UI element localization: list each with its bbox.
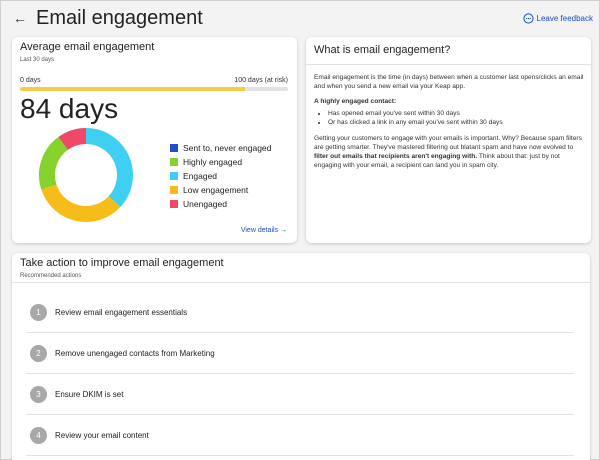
what-is-engagement-card: What is email engagement? Email engageme…	[306, 37, 591, 243]
donut-slice-low-engagement	[41, 184, 121, 222]
legend-item: Engaged	[170, 169, 271, 183]
progress-max-label: 100 days (at risk)	[234, 77, 288, 84]
take-action-divider	[12, 282, 590, 283]
donut-slice-unengaged	[58, 128, 87, 151]
legend-item: Sent to, never engaged	[170, 141, 271, 155]
legend-label: Engaged	[183, 171, 218, 181]
progress-min-label: 0 days	[20, 77, 41, 84]
average-engagement-subtitle: Last 30 days	[20, 57, 55, 63]
average-engagement-title: Average email engagement	[20, 41, 155, 53]
legend-label: Unengaged	[183, 199, 227, 209]
what-paragraph-2-start: Getting your customers to engage with yo…	[314, 135, 582, 151]
action-label: Ensure DKIM is set	[55, 390, 124, 399]
action-label: Remove unengaged contacts from Marketing	[55, 349, 215, 358]
donut-slice-engaged	[85, 128, 133, 208]
what-card-divider	[306, 64, 591, 65]
action-label: Review email engagement essentials	[55, 308, 188, 317]
average-engagement-value: 84 days	[20, 93, 119, 124]
legend-swatch	[170, 172, 178, 180]
what-is-engagement-title: What is email engagement?	[314, 44, 451, 56]
take-action-subtitle: Recommended actions	[20, 273, 82, 279]
leave-feedback-label: Leave feedback	[536, 14, 594, 23]
donut-slice-highly-engaged	[39, 136, 69, 190]
progress-range-labels: 0 days 100 days (at risk)	[20, 77, 288, 84]
action-number-badge: 3	[30, 386, 47, 403]
action-number-badge: 1	[30, 304, 47, 321]
highly-engaged-heading: A highly engaged contact:	[314, 98, 397, 105]
take-action-title: Take action to improve email engagement	[20, 257, 224, 269]
average-engagement-card: Average email engagement Last 30 days 0 …	[12, 37, 297, 243]
page-title: Email engagement	[36, 7, 203, 29]
legend-label: Low engagement	[183, 185, 249, 195]
action-row-3[interactable]: 3 Ensure DKIM is set	[26, 375, 574, 415]
leave-feedback-link[interactable]: Leave feedback	[522, 13, 594, 24]
engagement-progress-fill	[20, 87, 246, 91]
feedback-chat-icon	[522, 13, 534, 24]
list-item: Has opened email you've sent within 30 d…	[328, 109, 586, 118]
legend-label: Highly engaged	[183, 157, 243, 167]
legend-label: Sent to, never engaged	[183, 143, 272, 153]
legend-swatch	[170, 144, 178, 152]
legend-swatch	[170, 186, 178, 194]
back-arrow-icon[interactable]: ←	[13, 10, 27, 26]
action-row-2[interactable]: 2 Remove unengaged contacts from Marketi…	[26, 334, 574, 374]
action-number-badge: 2	[30, 345, 47, 362]
legend-swatch	[170, 158, 178, 166]
legend-item: Unengaged	[170, 197, 271, 211]
what-paragraph-2-bold: filter out emails that recipients aren't…	[314, 153, 478, 160]
page-header: ← Email engagement Leave feedback	[1, 1, 600, 37]
what-paragraph-1: Email engagement is the time (in days) b…	[314, 74, 584, 90]
list-item: Or has clicked a link in any email you'v…	[328, 118, 586, 127]
engagement-legend: Sent to, never engaged Highly engaged Enga…	[170, 141, 271, 211]
action-label: Review your email content	[55, 431, 149, 440]
what-is-engagement-body: Email engagement is the time (in days) b…	[314, 73, 586, 176]
engagement-progress-bar	[20, 87, 288, 91]
view-details-link[interactable]: View details →	[240, 227, 287, 234]
take-action-card: Take action to improve email engagement …	[12, 253, 590, 460]
what-paragraph-2: Getting your customers to engage with yo…	[314, 134, 586, 170]
action-row-4[interactable]: 4 Review your email content	[26, 416, 574, 456]
legend-swatch	[170, 200, 178, 208]
what-paragraph-2-end: Think about that: just by not engaging w…	[314, 153, 560, 169]
highly-engaged-list: Has opened email you've sent within 30 d…	[328, 109, 586, 127]
action-number-badge: 4	[30, 427, 47, 444]
action-row-1[interactable]: 1 Review email engagement essentials	[26, 293, 574, 333]
legend-item: Highly engaged	[170, 155, 271, 169]
legend-item: Low engagement	[170, 183, 271, 197]
engagement-donut-chart	[39, 128, 133, 222]
